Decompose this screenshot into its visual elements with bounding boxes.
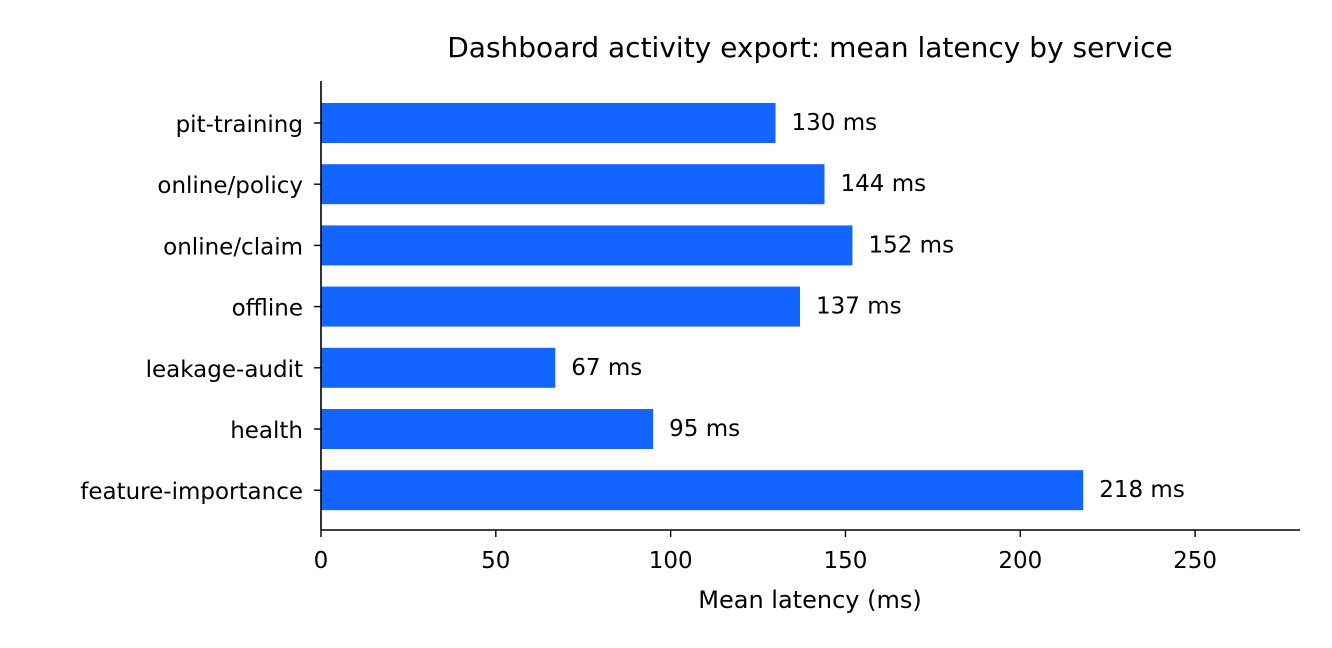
y-tick-label-2: online/claim xyxy=(163,234,303,260)
y-tick-label-3: offline xyxy=(232,296,303,322)
data-label-6: 218 ms xyxy=(1099,477,1185,503)
x-tick-label-3: 150 xyxy=(824,548,868,574)
bar-3 xyxy=(321,286,801,327)
bar-4 xyxy=(321,347,556,388)
y-tick-label-4: leakage-audit xyxy=(146,357,303,383)
y-tick-label-1: online/policy xyxy=(157,173,303,199)
bar-5 xyxy=(321,409,654,449)
x-axis-label: Mean latency (ms) xyxy=(698,586,921,614)
data-label-3: 137 ms xyxy=(816,294,902,320)
x-tick-label-5: 250 xyxy=(1173,548,1217,574)
y-axis-ticks: pit-training online/policy online/claim off… xyxy=(80,112,321,505)
data-label-5: 95 ms xyxy=(669,416,740,442)
bar-1 xyxy=(321,164,825,205)
y-tick-label-5: health xyxy=(230,418,303,444)
x-tick-label-4: 200 xyxy=(998,548,1042,574)
x-axis-ticks: 0 50 100 150 200 250 xyxy=(314,530,1217,574)
bars-group: 130 ms 144 ms 152 ms 137 ms 67 ms 95 ms 218 ms xyxy=(321,103,1185,511)
data-label-2: 152 ms xyxy=(868,232,954,258)
bar-0 xyxy=(321,103,776,143)
x-tick-label-2: 100 xyxy=(649,548,693,574)
data-label-1: 144 ms xyxy=(840,171,926,197)
x-tick-label-0: 0 xyxy=(314,548,329,574)
data-label-4: 67 ms xyxy=(571,355,642,381)
bar-6 xyxy=(321,470,1084,511)
data-label-0: 130 ms xyxy=(792,110,878,136)
y-tick-label-6: feature-importance xyxy=(80,479,303,505)
bar-2 xyxy=(321,225,853,266)
chart-title: Dashboard activity export: mean latency … xyxy=(447,31,1173,64)
x-tick-label-1: 50 xyxy=(481,548,510,574)
y-tick-label-0: pit-training xyxy=(176,112,303,138)
